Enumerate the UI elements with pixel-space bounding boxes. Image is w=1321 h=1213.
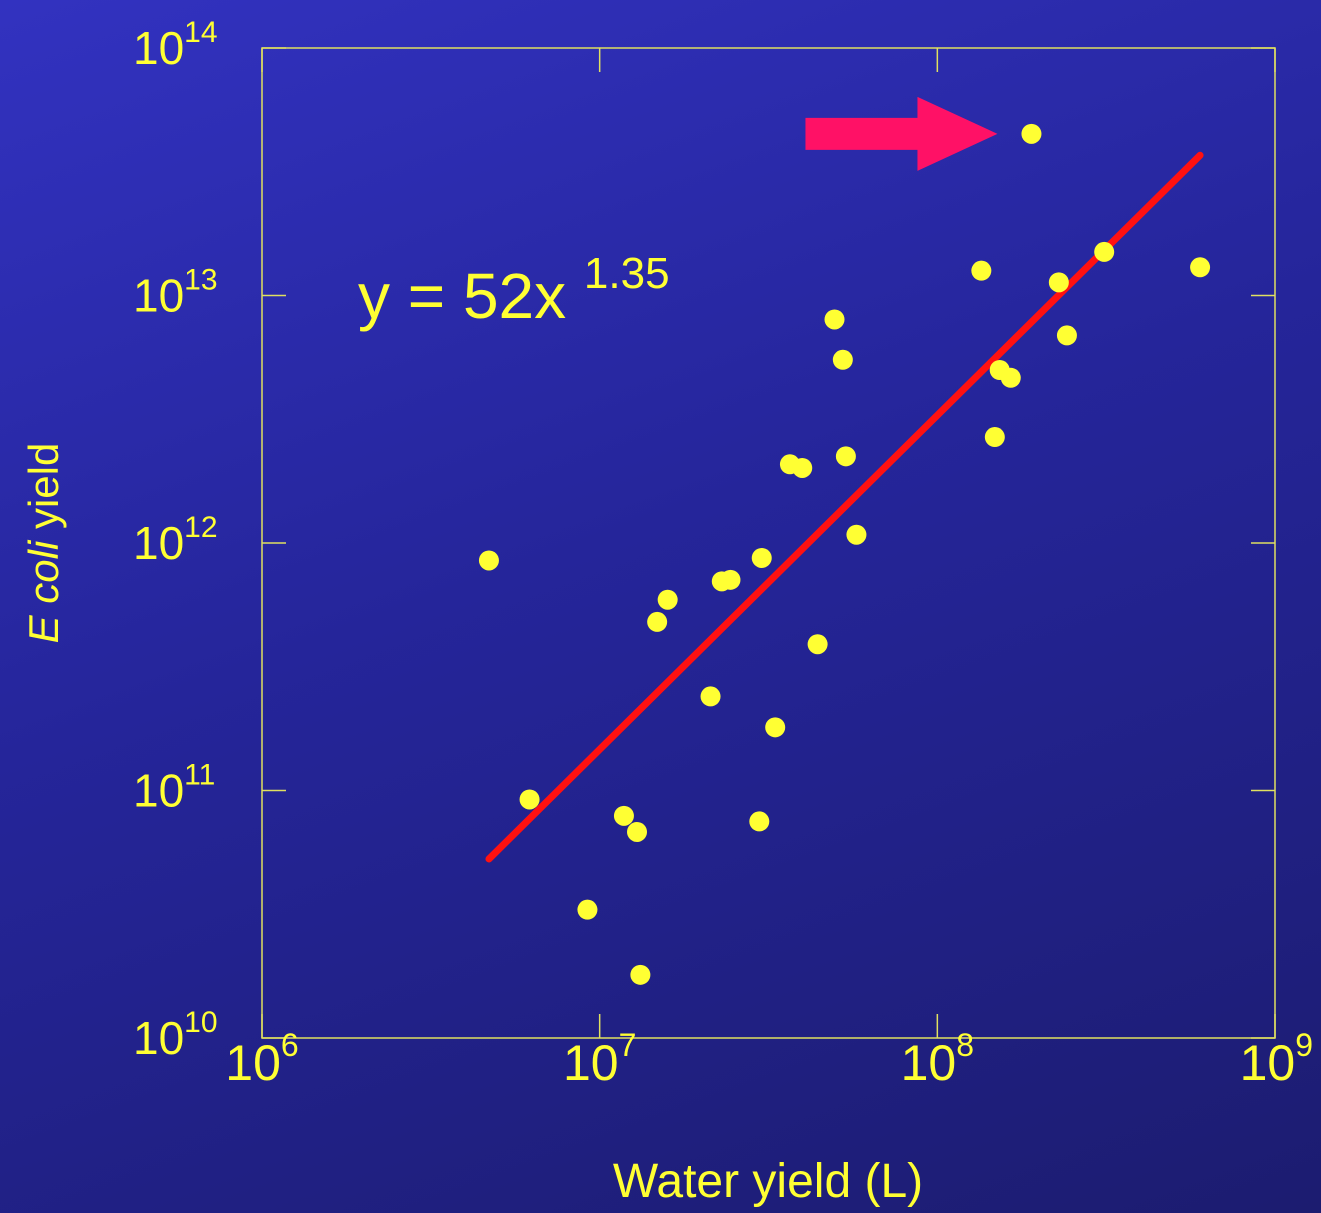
equation-main: y = 52x — [358, 260, 566, 332]
fit-line — [485, 151, 1204, 863]
data-point — [971, 260, 992, 281]
y-tick-label: 1012 — [133, 511, 218, 569]
y-axis-label: E coli yield — [20, 443, 67, 644]
data-point — [720, 569, 741, 590]
x-tick-label-exponent: 7 — [619, 1027, 637, 1063]
x-tick-label: 109 — [1240, 1027, 1313, 1091]
data-point — [1190, 257, 1211, 278]
data-point — [700, 686, 721, 707]
x-tick-label-base: 10 — [225, 1035, 281, 1091]
data-point — [792, 457, 813, 478]
x-tick-label-exponent: 8 — [956, 1027, 974, 1063]
data-point — [519, 789, 540, 810]
x-tick-label-exponent: 9 — [1295, 1027, 1313, 1063]
data-point — [846, 524, 867, 545]
data-points — [478, 123, 1211, 985]
axis-ticks — [261, 47, 1276, 1039]
data-point — [627, 821, 648, 842]
plot-area-border — [261, 47, 1276, 1039]
data-point — [824, 309, 845, 330]
x-tick-label: 107 — [563, 1027, 636, 1091]
y-tick-label-exponent: 14 — [184, 16, 217, 49]
x-tick-label: 106 — [225, 1027, 298, 1091]
x-tick-label-base: 10 — [1240, 1035, 1296, 1091]
x-axis-tick-labels: 106 107 108 109 — [225, 1027, 1313, 1091]
fit-line-group — [485, 151, 1204, 863]
data-point — [657, 589, 678, 610]
x-tick-label-exponent: 6 — [281, 1027, 299, 1063]
x-tick-label-base: 10 — [563, 1035, 619, 1091]
data-point — [613, 805, 634, 826]
highlight-arrow — [805, 96, 998, 171]
data-point — [647, 611, 668, 632]
data-point — [749, 811, 770, 832]
data-point — [984, 427, 1005, 448]
y-tick-label-exponent: 12 — [184, 511, 217, 544]
y-tick-label-exponent: 13 — [184, 264, 217, 297]
data-point — [751, 547, 772, 568]
data-point — [835, 446, 856, 467]
y-tick-label-base: 10 — [133, 22, 184, 74]
data-point — [832, 349, 853, 370]
data-point — [1021, 123, 1042, 144]
x-tick-label: 108 — [901, 1027, 974, 1091]
data-point — [1094, 241, 1115, 262]
data-point — [1000, 367, 1021, 388]
y-tick-label-base: 10 — [133, 517, 184, 569]
y-tick-label: 1014 — [133, 16, 218, 74]
y-tick-label-exponent: 11 — [184, 759, 215, 792]
equation-label: y = 52x 1.35 — [358, 249, 670, 332]
data-point — [807, 634, 828, 655]
x-tick-label-base: 10 — [901, 1035, 957, 1091]
y-axis-label-italic: E coli — [20, 539, 67, 643]
y-tick-label-base: 10 — [133, 270, 184, 322]
data-point — [577, 899, 598, 920]
data-point — [765, 717, 786, 738]
equation-exponent: 1.35 — [584, 249, 670, 298]
plot-frame — [261, 47, 1276, 1039]
y-tick-label: 1013 — [133, 264, 218, 322]
y-tick-label-base: 10 — [133, 765, 184, 817]
y-axis-label-rest: yield — [20, 443, 67, 541]
data-point — [630, 964, 651, 985]
x-axis-label: Water yield (L) — [613, 1155, 923, 1208]
y-tick-label-base: 10 — [133, 1012, 184, 1064]
y-tick-label: 1011 — [133, 759, 215, 817]
y-tick-label-exponent: 10 — [184, 1006, 217, 1039]
data-point — [1056, 325, 1077, 346]
data-point — [478, 550, 499, 571]
data-point — [1048, 272, 1069, 293]
y-tick-label: 1010 — [133, 1006, 218, 1064]
arrow-group — [805, 96, 998, 171]
